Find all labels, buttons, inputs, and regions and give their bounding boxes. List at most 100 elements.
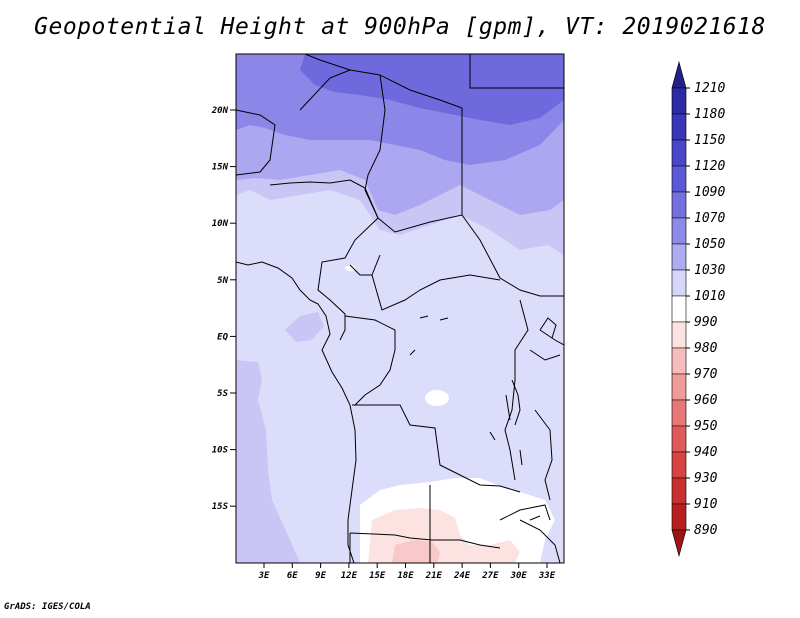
lake-1 <box>511 379 521 426</box>
lon-tick-label: 27E <box>481 571 499 581</box>
lat-tick-label: 20N <box>211 106 229 116</box>
colorbar-label: 1070 <box>694 211 725 226</box>
lat-tick-label: EQ <box>217 332 228 342</box>
fill-1090 <box>300 54 564 125</box>
lon-tick-label: 30E <box>510 571 528 581</box>
lat-tick-label: 15N <box>212 163 229 173</box>
colorbar-swatch <box>671 347 687 375</box>
colorbar-label: 890 <box>694 523 718 538</box>
lake-3 <box>539 317 557 339</box>
border-south-east <box>519 519 561 563</box>
fill-1030-gulf <box>285 312 324 342</box>
border-north-5 <box>469 54 564 89</box>
coastline <box>236 261 357 563</box>
colorbar-swatch <box>671 451 687 479</box>
colorbar-label: 940 <box>694 445 718 460</box>
lake-4 <box>519 449 523 466</box>
river-mark-1 <box>419 315 429 319</box>
colorbar-swatch <box>671 139 687 167</box>
border-central-3 <box>349 264 372 276</box>
colorbar-swatch <box>671 60 687 89</box>
river-mark-5 <box>529 515 541 521</box>
colorbar-label: 980 <box>694 341 718 356</box>
colorbar-label: 1050 <box>694 237 725 252</box>
colorbar-swatch <box>671 425 687 453</box>
colorbar-swatch <box>671 191 687 219</box>
colorbar-label: 950 <box>694 419 718 434</box>
border-zambia-2 <box>499 504 551 521</box>
lon-tick-label: 18E <box>397 571 414 581</box>
fill-1030-southwest <box>236 360 300 563</box>
colorbar-label: 1180 <box>694 107 725 122</box>
lon-tick-label: 12E <box>341 571 358 581</box>
border-east <box>539 329 564 346</box>
colorbar-label: 1150 <box>694 133 725 148</box>
colorbar-label: 1090 <box>694 185 725 200</box>
river-mark-2 <box>439 317 449 321</box>
colorbar-swatch <box>671 243 687 271</box>
border-east-3 <box>534 409 553 501</box>
border-angola-south <box>349 532 501 549</box>
lon-tick-label: 15E <box>369 571 386 581</box>
colorbar-swatch <box>671 321 687 349</box>
border-east-2 <box>529 349 561 361</box>
fill-990-cell-b <box>345 265 355 271</box>
border-north-1 <box>236 109 276 176</box>
lon-tick-label: 3E <box>258 571 270 581</box>
lon-tick-label: 21E <box>425 571 443 581</box>
map-frame <box>235 53 565 564</box>
lat-tick-label: 10N <box>212 219 229 229</box>
latitude-axis: 20N 15N 10N 5N EQ 5S 10S 15S <box>211 106 236 512</box>
river-mark-4 <box>489 431 496 441</box>
colorbar-label: 910 <box>694 497 718 512</box>
river-mark-3 <box>409 349 416 356</box>
border-central-2 <box>371 254 501 311</box>
grads-credit: GrADS: IGES/COLA <box>4 602 91 612</box>
fill-990-cell-a <box>425 390 449 406</box>
colorbar-swatch <box>671 373 687 401</box>
border-north-2 <box>304 54 463 215</box>
border-drc-east <box>504 299 529 481</box>
contour-fills <box>236 54 564 563</box>
colorbar-swatch <box>671 87 687 115</box>
lon-tick-label: 9E <box>315 571 326 581</box>
lat-tick-label: 5S <box>217 389 228 399</box>
colorbar-swatch <box>671 165 687 193</box>
colorbar-labels: 1210 1180 1150 1120 1090 1070 1050 1030 1010 990 9… <box>686 81 725 538</box>
colorbar-label: 1010 <box>694 289 725 304</box>
fill-970 <box>392 540 440 563</box>
colorbar-label: 970 <box>694 367 718 382</box>
colorbar-swatch <box>671 503 687 531</box>
colorbar-label: 1210 <box>694 81 725 96</box>
colorbar-swatch <box>671 113 687 141</box>
lat-tick-label: 5N <box>217 276 228 286</box>
colorbar-swatch <box>671 269 687 297</box>
colorbar-swatch <box>671 295 687 323</box>
colorbar-label: 1120 <box>694 159 725 174</box>
lon-tick-label: 33E <box>538 571 556 581</box>
border-central-1 <box>317 217 379 341</box>
lake-2 <box>505 394 511 421</box>
border-sahel <box>269 179 564 297</box>
colorbar-label: 990 <box>694 315 718 330</box>
lon-tick-label: 24E <box>453 571 471 581</box>
colorbar-swatch <box>671 217 687 245</box>
border-north-4 <box>364 74 386 219</box>
colorbar-label: 960 <box>694 393 718 408</box>
colorbar-label: 1030 <box>694 263 725 278</box>
longitude-axis: 3E 6E 9E 12E 15E 18E 21E 24E 27E 30E 33E <box>258 563 556 581</box>
lat-tick-label: 15S <box>212 502 229 512</box>
colorbar-swatch <box>671 477 687 505</box>
chart-title: Geopotential Height at 900hPa [gpm], VT:… <box>34 14 766 40</box>
colorbar-swatch <box>671 529 687 558</box>
lat-tick-label: 10S <box>212 446 229 456</box>
borders <box>236 54 564 563</box>
border-north-3 <box>299 69 351 111</box>
colorbar-swatch <box>671 399 687 427</box>
lon-tick-label: 6E <box>287 571 298 581</box>
border-congo <box>344 315 396 406</box>
colorbar <box>671 60 687 558</box>
colorbar-label: 930 <box>694 471 718 486</box>
border-angola <box>352 404 521 493</box>
